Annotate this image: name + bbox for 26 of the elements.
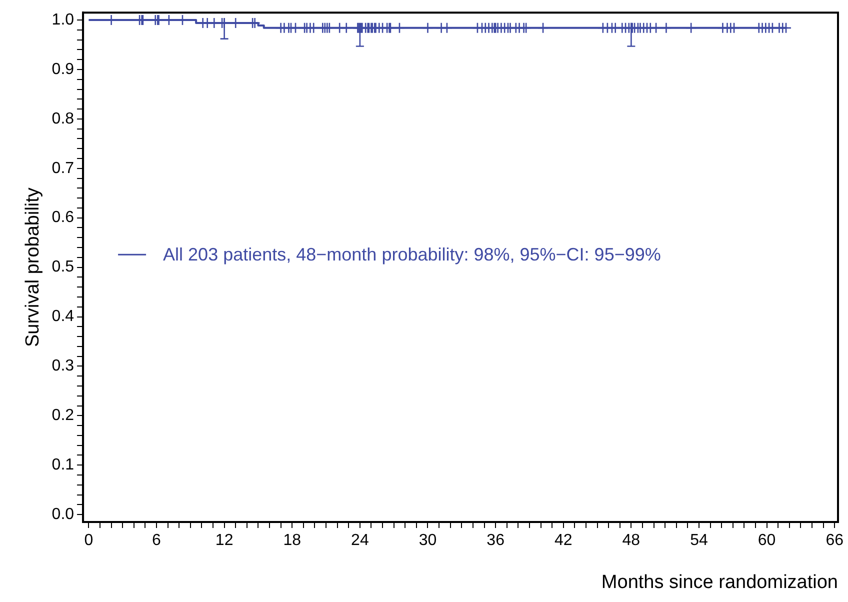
y-tick-label: 0.0 bbox=[52, 506, 74, 523]
y-tick-label: 0.9 bbox=[52, 60, 74, 78]
x-tick-label: 24 bbox=[351, 532, 369, 550]
x-tick-label: 42 bbox=[554, 532, 572, 550]
x-tick-label: 54 bbox=[690, 532, 708, 550]
x-tick-label: 60 bbox=[758, 532, 776, 550]
legend-label: All 203 patients, 48−month probability: 98%, 95%−CI: 95−99% bbox=[163, 244, 661, 265]
x-tick-label: 6 bbox=[152, 532, 162, 550]
y-tick-label: 0.8 bbox=[52, 110, 74, 128]
x-tick-label: 12 bbox=[215, 532, 234, 550]
y-tick-label: 0.7 bbox=[52, 160, 74, 177]
y-tick-label: 0.5 bbox=[52, 258, 74, 276]
x-tick-label: 66 bbox=[826, 532, 844, 550]
y-tick-label: 0.4 bbox=[52, 308, 74, 326]
x-tick-label: 0 bbox=[84, 532, 94, 550]
x-tick-label: 18 bbox=[283, 532, 302, 550]
y-tick-label: 0.1 bbox=[52, 456, 74, 474]
x-tick-label: 36 bbox=[486, 532, 505, 550]
x-axis-title: Months since randomization bbox=[601, 572, 838, 593]
y-tick-label: 1.0 bbox=[52, 11, 74, 28]
y-tick-label: 0.6 bbox=[52, 209, 74, 226]
y-tick-label: 0.3 bbox=[52, 358, 74, 375]
x-tick-label: 30 bbox=[418, 532, 437, 550]
y-tick-label: 0.2 bbox=[52, 407, 74, 424]
y-axis-title: Survival probability bbox=[22, 187, 44, 348]
x-tick-label: 48 bbox=[622, 532, 640, 550]
